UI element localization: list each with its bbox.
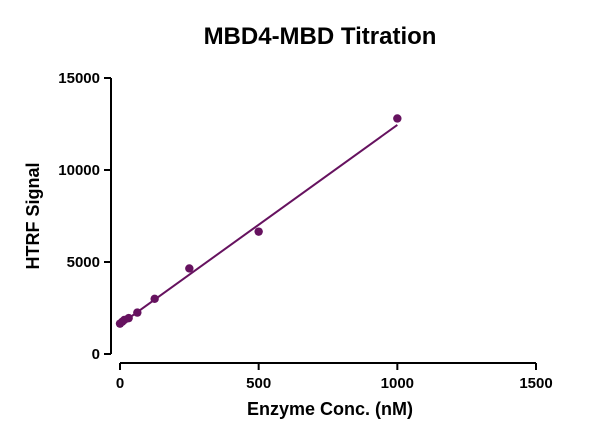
chart-title: MBD4-MBD Titration [204,23,437,50]
data-point [150,294,159,303]
x-tick-label: 500 [246,375,271,392]
y-tick-label: 10000 [58,162,100,179]
y-tick-label: 5000 [67,254,100,271]
x-axis-ticks: 0 500 1000 1500 [116,363,553,392]
data-point [133,308,142,317]
x-axis-title: Enzyme Conc. (nM) [247,399,413,419]
x-tick-label: 1500 [519,375,552,392]
fit-line [119,124,398,326]
data-point [185,264,194,273]
y-tick-label: 15000 [58,70,100,87]
x-tick-label: 1000 [381,375,414,392]
x-tick-label: 0 [116,375,124,392]
data-point [124,313,133,323]
data-point [393,114,402,123]
y-tick-label: 0 [92,346,100,363]
fit-line-layer [119,124,398,326]
data-points-layer [115,114,402,328]
y-axis-ticks: 0 5000 10000 15000 [58,70,111,363]
data-point [254,227,263,236]
y-axis-title: HTRF Signal [23,163,43,270]
